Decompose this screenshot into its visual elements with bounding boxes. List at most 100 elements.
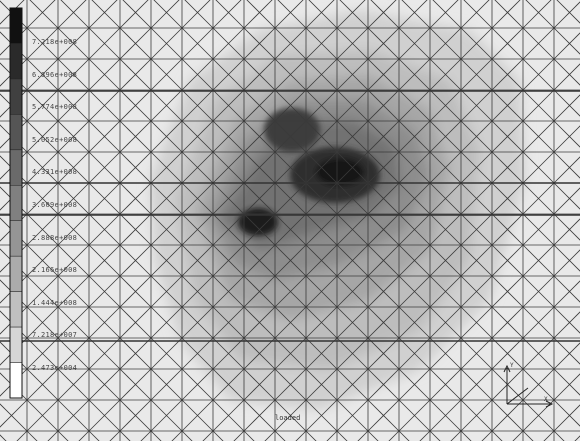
- mesh-diagonal: [26, 182, 59, 215]
- mesh-diagonal: [150, 430, 162, 441]
- mesh-diagonal: [512, 430, 524, 441]
- mesh-diagonal: [491, 244, 524, 277]
- mesh-diagonal: [26, 399, 59, 432]
- mesh-diagonal: [553, 182, 580, 210]
- mesh-diagonal: [491, 27, 524, 60]
- mesh-diagonal: [150, 182, 183, 215]
- mesh-diagonal: [78, 430, 90, 441]
- mesh-diagonal: [553, 368, 580, 396]
- mesh-diagonal: [57, 27, 90, 60]
- mesh-diagonal: [119, 27, 152, 60]
- mesh-diagonal: [212, 151, 245, 184]
- mesh-diagonal: [419, 430, 431, 441]
- legend-label: 1.444e+008: [32, 298, 78, 307]
- mesh-diagonal: [150, 151, 183, 184]
- mesh-diagonal: [398, 399, 431, 432]
- mesh-diagonal: [398, 0, 428, 29]
- legend-swatch: [9, 255, 23, 292]
- legend-swatch: [9, 362, 23, 399]
- mesh-diagonal: [88, 151, 121, 184]
- mesh-diagonal: [88, 58, 121, 91]
- mesh-diagonal: [460, 89, 493, 122]
- mesh-diagonal: [0, 399, 28, 428]
- legend-swatch: [9, 114, 23, 151]
- mesh-diagonal: [429, 120, 462, 153]
- mesh-diagonal: [398, 306, 431, 339]
- mesh-diagonal: [274, 213, 307, 246]
- mesh-diagonal: [305, 151, 338, 184]
- mesh-diagonal: [305, 120, 338, 153]
- mesh-diagonal: [305, 27, 338, 60]
- mesh-diagonal: [553, 156, 580, 184]
- mesh-diagonal: [243, 368, 276, 401]
- mesh-diagonal: [429, 0, 459, 29]
- mesh-diagonal: [26, 306, 59, 339]
- mesh-diagonal: [119, 275, 152, 308]
- mesh-diagonal: [212, 120, 245, 153]
- mesh-diagonal: [460, 368, 493, 401]
- mesh-diagonal: [460, 306, 493, 339]
- mesh-diagonal: [57, 120, 90, 153]
- legend-label: 5.774e+008: [32, 103, 78, 112]
- mesh-diagonal: [57, 151, 90, 184]
- mesh-diagonal: [305, 337, 338, 370]
- mesh-diagonal: [553, 213, 580, 241]
- mesh-diagonal: [181, 306, 214, 339]
- mesh-diagonal: [274, 151, 307, 184]
- mesh-diagonal: [305, 275, 338, 308]
- mesh-diagonal: [553, 337, 580, 365]
- mesh-diagonal: [26, 430, 38, 441]
- mesh-diagonal: [212, 306, 245, 339]
- mesh-diagonal: [243, 244, 276, 277]
- mesh-diagonal: [543, 430, 555, 441]
- mesh-diagonal: [553, 27, 580, 55]
- mesh-diagonal: [243, 0, 273, 29]
- contour-field: [150, 10, 525, 410]
- mesh-diagonal: [460, 0, 490, 29]
- mesh-diagonal: [57, 89, 90, 122]
- mesh-diagonal: [295, 430, 307, 441]
- mesh-diagonal: [26, 213, 59, 246]
- mesh-diagonal: [336, 244, 369, 277]
- mesh-diagonal: [429, 306, 462, 339]
- mesh-diagonal: [274, 27, 307, 60]
- mesh-diagonal: [150, 213, 183, 246]
- mesh-diagonal: [553, 373, 580, 401]
- mesh-diagonal: [150, 244, 183, 277]
- mesh-diagonal: [367, 337, 400, 370]
- legend-label: 5.052e+008: [32, 135, 78, 144]
- mesh-diagonal: [26, 275, 59, 308]
- mesh-diagonal: [398, 337, 431, 370]
- mesh-diagonal: [305, 430, 317, 441]
- mesh-diagonal: [553, 1, 580, 29]
- mesh-diagonal: [57, 337, 90, 370]
- mesh-diagonal: [150, 306, 183, 339]
- mesh-diagonal: [305, 399, 338, 432]
- mesh-diagonal: [522, 182, 555, 215]
- mesh-diagonal: [336, 58, 369, 91]
- mesh-diagonal: [460, 182, 493, 215]
- mesh-diagonal: [553, 151, 580, 179]
- mesh-diagonal: [553, 89, 580, 117]
- mesh-diagonal: [553, 125, 580, 153]
- mesh-diagonal: [243, 182, 276, 215]
- mesh-diagonal: [481, 430, 493, 441]
- mesh-diagonal: [522, 337, 555, 370]
- mesh-diagonal: [57, 0, 87, 29]
- mesh-diagonal: [491, 120, 524, 153]
- mesh-diagonal: [243, 120, 276, 153]
- legend-swatch: [9, 326, 23, 363]
- mesh-diagonal: [305, 244, 338, 277]
- mesh-diagonal: [88, 368, 121, 401]
- mesh-diagonal: [305, 213, 338, 246]
- mesh-diagonal: [553, 249, 580, 277]
- mesh-diagonal: [491, 430, 503, 441]
- mesh-diagonal: [429, 27, 462, 60]
- contour-peak-core: [316, 158, 364, 186]
- mesh-diagonal: [212, 89, 245, 122]
- mesh-diagonal: [522, 213, 555, 246]
- mesh-diagonal: [398, 368, 431, 401]
- mesh-diagonal: [367, 120, 400, 153]
- mesh-diagonal: [212, 182, 245, 215]
